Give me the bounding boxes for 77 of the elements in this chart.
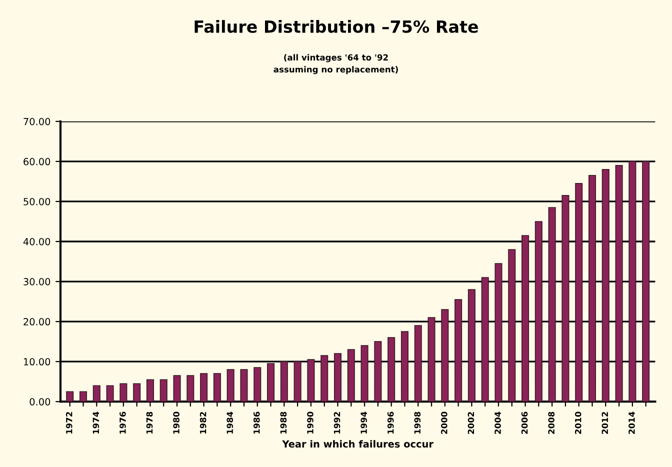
bar bbox=[307, 359, 315, 402]
x-tick-label: 2012 bbox=[602, 412, 608, 434]
bar bbox=[388, 337, 396, 402]
bar bbox=[602, 169, 610, 402]
bar bbox=[226, 369, 234, 402]
bar bbox=[320, 355, 328, 402]
x-tick-label: 1972 bbox=[66, 412, 72, 434]
y-tick-label: 20.00 bbox=[24, 318, 50, 326]
chart-subtitle: (all vintages '64 to '92 assuming no replacement) bbox=[274, 54, 398, 74]
bar bbox=[173, 375, 181, 402]
bar bbox=[494, 263, 502, 402]
x-tick-label: 1976 bbox=[120, 412, 126, 434]
chart-title: Failure Distribution –75% Rate bbox=[194, 20, 478, 33]
bar bbox=[615, 165, 623, 402]
x-tick-label: 1992 bbox=[334, 412, 340, 434]
bar bbox=[133, 383, 141, 402]
bar bbox=[294, 361, 302, 402]
bar bbox=[160, 379, 168, 402]
x-tick-label: 1978 bbox=[146, 412, 153, 434]
y-tick-label: 70.00 bbox=[24, 118, 50, 126]
bar bbox=[200, 373, 208, 402]
y-tick-label: 60.00 bbox=[24, 158, 50, 166]
bar bbox=[240, 369, 248, 402]
bar bbox=[66, 391, 74, 402]
bar bbox=[534, 221, 542, 402]
bar bbox=[454, 299, 462, 402]
bar bbox=[146, 379, 154, 402]
y-tick-label: 50.00 bbox=[24, 198, 50, 206]
y-tick-label: 10.00 bbox=[24, 358, 50, 366]
bar bbox=[562, 195, 570, 402]
bar bbox=[186, 375, 194, 402]
bar bbox=[360, 345, 368, 402]
x-tick-label: 2006 bbox=[521, 412, 528, 434]
bar bbox=[92, 385, 100, 402]
x-tick-label: 2008 bbox=[548, 412, 554, 434]
bar bbox=[481, 277, 489, 402]
y-tick-label: 40.00 bbox=[23, 238, 50, 246]
x-tick-label: 1988 bbox=[280, 412, 287, 434]
bar bbox=[374, 341, 382, 402]
bar bbox=[400, 331, 408, 402]
bar bbox=[267, 363, 275, 402]
bar bbox=[347, 349, 355, 402]
bar bbox=[468, 289, 476, 402]
x-tick-label: 2000 bbox=[441, 412, 448, 434]
x-tick-label: 1996 bbox=[387, 412, 394, 434]
x-tick-label: 1990 bbox=[307, 412, 314, 434]
bar bbox=[628, 161, 636, 402]
bar bbox=[79, 391, 88, 402]
x-tick-label: 2014 bbox=[628, 412, 635, 434]
y-tick-label: 30.00 bbox=[24, 278, 50, 286]
x-tick-label: 1980 bbox=[173, 412, 180, 434]
x-tick-label: 2002 bbox=[468, 412, 474, 434]
bar bbox=[588, 175, 596, 402]
bar bbox=[414, 325, 422, 402]
bar bbox=[522, 235, 530, 402]
bar bbox=[280, 361, 288, 402]
x-tick-label: 2010 bbox=[574, 412, 582, 434]
x-tick-label: 1986 bbox=[253, 412, 260, 434]
x-tick-label: 1994 bbox=[360, 412, 367, 434]
bar bbox=[334, 353, 342, 402]
bar bbox=[254, 367, 262, 402]
bar bbox=[548, 207, 556, 402]
x-tick-label: 1982 bbox=[200, 412, 206, 434]
bar bbox=[441, 309, 449, 402]
bar bbox=[428, 317, 436, 402]
x-tick-label: 1984 bbox=[226, 412, 234, 434]
x-tick-label: 1998 bbox=[414, 412, 421, 434]
bar bbox=[106, 385, 114, 402]
y-tick-label: 0.00 bbox=[30, 398, 50, 406]
x-tick-label: 2004 bbox=[494, 412, 501, 434]
x-tick-label: 1974 bbox=[92, 412, 100, 434]
bar bbox=[120, 383, 128, 402]
bar bbox=[575, 183, 583, 402]
x-axis-title: Year in which failures occur bbox=[282, 440, 434, 448]
bar bbox=[508, 249, 516, 402]
bar bbox=[642, 161, 650, 402]
bar bbox=[213, 373, 221, 402]
